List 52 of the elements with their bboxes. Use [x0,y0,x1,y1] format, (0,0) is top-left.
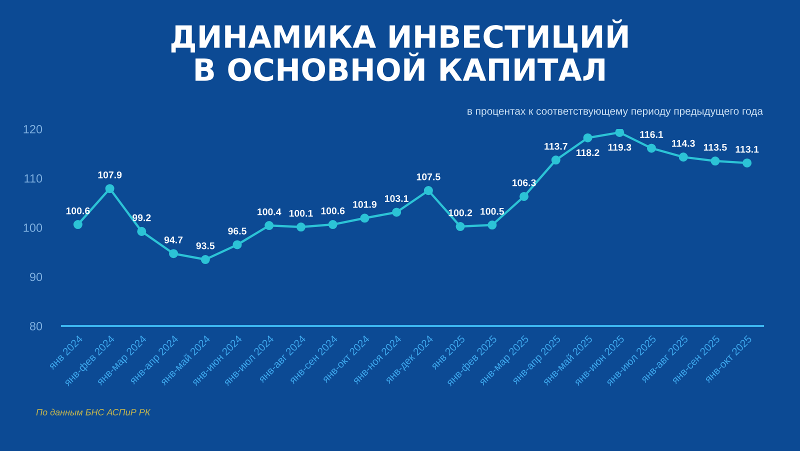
data-label: 100.2 [448,209,472,216]
point [520,192,529,201]
point [551,156,560,165]
point [456,222,465,232]
point [328,220,338,230]
y-tick-label: 90 [30,272,42,282]
data-label: 113.5 [704,144,727,151]
data-label: 107.5 [416,173,440,180]
data-label: 99.2 [132,214,151,222]
point [392,208,402,217]
point [583,133,592,142]
point [169,249,178,258]
data-label: 93.5 [196,242,215,250]
data-label: 116.1 [640,131,664,138]
point [488,220,497,230]
point [264,221,274,230]
data-label: 100.4 [258,208,282,216]
data-label: 100.6 [321,207,345,214]
data-label: 100.1 [289,210,313,217]
data-label: 103.1 [385,195,408,202]
point [360,214,370,223]
text: По данным БНС АСПиР РК [36,408,151,416]
y-tick-label: 110 [24,174,42,183]
point [424,186,433,196]
data-label: 118.2 [576,149,600,156]
point [615,129,624,137]
point [646,144,656,153]
data-label: 114.3 [672,140,695,147]
data-label: 113.1 [736,146,759,153]
data-label: 113.7 [544,142,568,150]
y-tick-label: 120 [24,125,42,134]
point [296,222,306,232]
data-label: 96.5 [228,228,246,234]
point [137,226,146,236]
point [678,152,688,162]
point [105,184,114,194]
point [232,240,242,250]
data-label: 100.6 [66,207,90,214]
point [742,158,752,168]
data-label: 100.5 [480,208,504,215]
point [200,255,210,264]
data-label: 119.3 [608,144,632,151]
y-tick-label: 100 [24,224,42,232]
data-label: 101.9 [353,201,377,208]
chart-title: ДИНАМИКА ИНВЕСТИЦИЙ В ОСНОВНОЙ КАПИТАЛ [171,19,628,82]
data-label: 106.3 [512,179,536,186]
point [73,220,82,230]
data-label: 94.7 [164,236,183,244]
y-tick-label: 80 [30,322,42,330]
chart-subtitle: в процентах к соответствующему периоду предыдущего года [468,109,764,117]
point [710,156,720,166]
data-label: 107.9 [98,171,122,178]
